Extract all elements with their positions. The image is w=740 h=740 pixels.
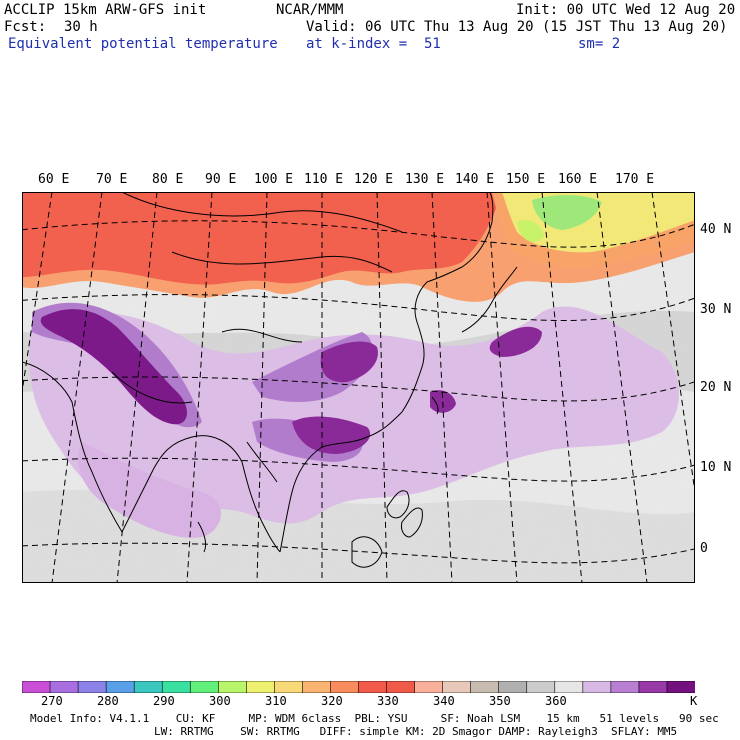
init-time: Init: 00 UTC Wed 12 Aug 20 (516, 2, 736, 18)
colorbar-tick-label: 330 (377, 694, 399, 708)
lon-label: 70 E (96, 172, 128, 187)
forecast-label: Fcst: (4, 19, 47, 35)
lon-label: 170 E (615, 172, 655, 187)
colorbar-swatch (161, 681, 192, 693)
coastlines (22, 192, 518, 568)
colorbar-swatch (217, 681, 248, 693)
colorbar-tick-label: 270 (41, 694, 63, 708)
lon-label: 140 E (455, 172, 495, 187)
lon-label: 80 E (152, 172, 184, 187)
lat-label: 30 N (700, 302, 732, 317)
colorbar-swatch (133, 681, 164, 693)
colorbar-swatch (274, 681, 304, 693)
colorbar-tick-label: 310 (265, 694, 287, 708)
colorbar-swatch (610, 681, 640, 693)
dark-purple-ocean (489, 326, 542, 357)
model-title: ACCLIP 15km ARW-GFS init (4, 2, 207, 18)
lon-label: 60 E (38, 172, 70, 187)
smoothing-value: sm= 2 (578, 36, 621, 52)
colorbar-swatch (22, 681, 51, 693)
light-purple-region (29, 306, 679, 524)
model-info-line: Model Info: V4.1.1 CU: KF MP: WDM 6class… (30, 712, 719, 725)
lon-label: 160 E (558, 172, 598, 187)
northeast-lime-region (517, 220, 544, 242)
colorbar (22, 681, 695, 693)
northern-red-region (22, 192, 502, 285)
colorbar-swatch (498, 681, 528, 693)
lon-label: 110 E (304, 172, 344, 187)
colorbar-swatch (526, 681, 556, 693)
colorbar-swatch (105, 681, 135, 693)
colorbar-swatch (582, 681, 612, 693)
graticule (22, 192, 695, 583)
colorbar-swatch (302, 681, 332, 693)
colorbar-swatch (77, 681, 107, 693)
colorbar-tick-label: 340 (433, 694, 455, 708)
lat-label: 10 N (700, 460, 732, 475)
lat-label: 0 (700, 541, 708, 556)
colorbar-swatch (49, 681, 79, 693)
colorbar-tick-label: 360 (545, 694, 567, 708)
colorbar-swatch (414, 681, 444, 693)
colorbar-swatch (358, 681, 388, 693)
colorbar-swatch (470, 681, 500, 693)
level-index: at k-index = 51 (306, 36, 441, 52)
colorbar-tick-label: 320 (321, 694, 343, 708)
light-purple-south (78, 442, 221, 538)
dark-purple-china (320, 341, 378, 383)
theta-e-map (22, 192, 695, 583)
physics-info-line: LW: RRTMG SW: RRTMG DIFF: simple KM: 2D … (154, 725, 678, 738)
lon-label: 100 E (254, 172, 294, 187)
lon-label: 90 E (205, 172, 237, 187)
colorbar-swatch (246, 681, 276, 693)
colorbar-swatch (666, 681, 695, 693)
lon-label: 130 E (405, 172, 445, 187)
colorbar-unit: K (690, 694, 698, 708)
forecast-hour: 30 h (64, 19, 98, 35)
valid-time: Valid: 06 UTC Thu 13 Aug 20 (15 JST Thu … (306, 19, 728, 35)
dark-purple-taiwan (430, 390, 456, 413)
lon-label: 150 E (506, 172, 546, 187)
field-name: Equivalent potential temperature (8, 36, 278, 52)
colorbar-swatch (330, 681, 360, 693)
lat-label: 40 N (700, 222, 732, 237)
dark-purple-south-china (292, 416, 371, 454)
colorbar-tick-label: 300 (209, 694, 231, 708)
colorbar-swatch (442, 681, 472, 693)
colorbar-tick-label: 280 (97, 694, 119, 708)
colorbar-tick-label: 350 (489, 694, 511, 708)
colorbar-swatch (638, 681, 668, 693)
colorbar-tick-label: 290 (153, 694, 175, 708)
colorbar-swatch (386, 681, 416, 693)
dark-purple-tibet (40, 309, 188, 425)
lon-label: 120 E (354, 172, 394, 187)
center-name: NCAR/MMM (276, 2, 344, 18)
colorbar-swatch (554, 681, 584, 693)
northeast-green-region (532, 195, 602, 230)
lat-label: 20 N (700, 380, 732, 395)
colorbar-swatch (189, 681, 220, 693)
